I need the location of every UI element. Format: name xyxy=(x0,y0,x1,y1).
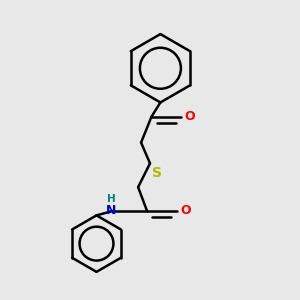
Text: N: N xyxy=(106,204,116,218)
Text: O: O xyxy=(180,204,191,218)
Text: S: S xyxy=(152,166,162,180)
Text: O: O xyxy=(185,110,195,123)
Text: H: H xyxy=(107,194,116,203)
